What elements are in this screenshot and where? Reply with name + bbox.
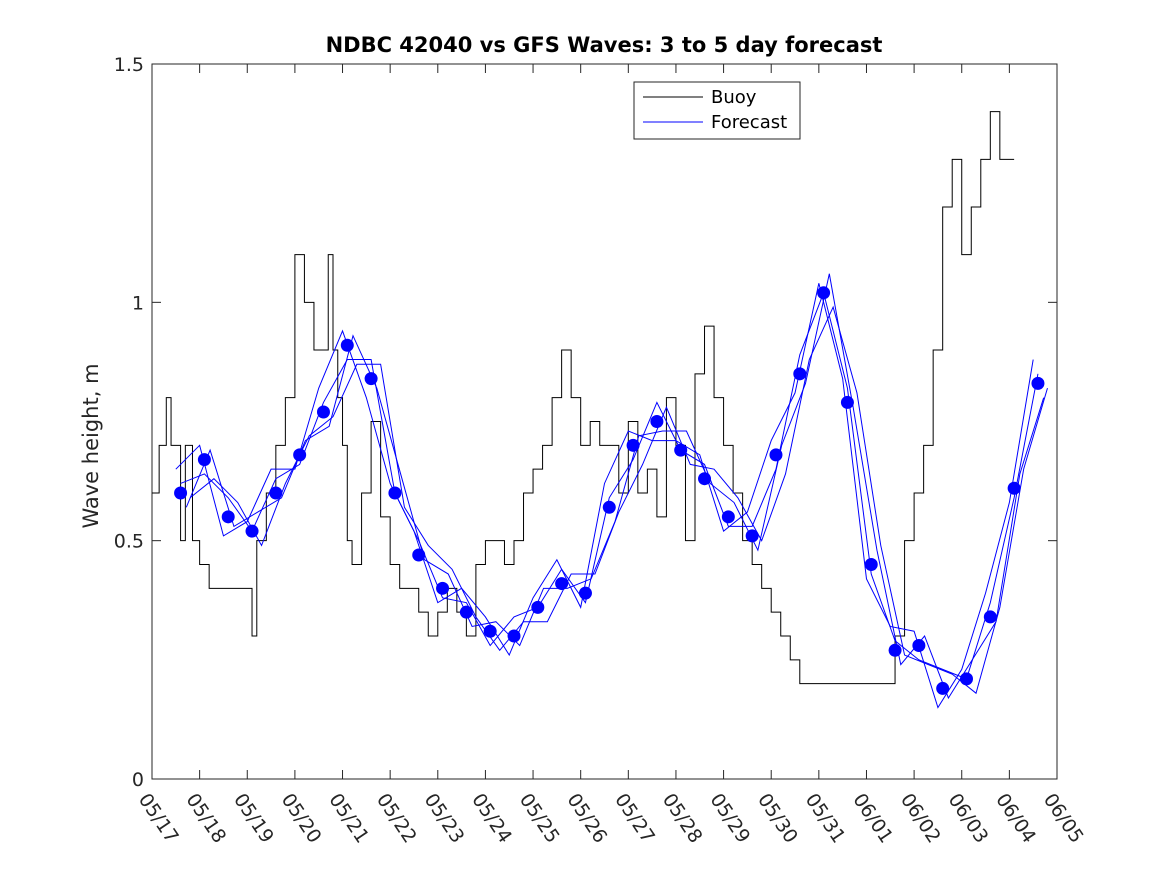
axes-frame bbox=[151, 63, 1058, 780]
x-tick-label: 05/23 bbox=[420, 789, 469, 847]
x-tick-label: 05/30 bbox=[753, 789, 802, 847]
forecast-point bbox=[269, 486, 283, 500]
forecast-point bbox=[436, 581, 450, 595]
forecast-point bbox=[388, 486, 402, 500]
forecast-point bbox=[769, 448, 783, 462]
chart-title: NDBC 42040 vs GFS Waves: 3 to 5 day fore… bbox=[326, 33, 883, 57]
legend-label-forecast: Forecast bbox=[711, 112, 787, 133]
forecast-point bbox=[698, 472, 712, 486]
x-tick-label: 06/04 bbox=[991, 789, 1040, 847]
forecast-point bbox=[936, 681, 950, 695]
y-tick-label: 0 bbox=[132, 769, 144, 791]
x-tick-label: 06/02 bbox=[896, 789, 945, 847]
forecast-point bbox=[817, 286, 831, 300]
x-tick-label: 05/26 bbox=[563, 789, 612, 847]
forecast-series-line bbox=[175, 283, 1034, 709]
forecast-point bbox=[840, 395, 854, 409]
forecast-point bbox=[531, 600, 545, 614]
forecast-point bbox=[864, 558, 878, 571]
forecast-point bbox=[340, 338, 354, 352]
legend-box bbox=[633, 81, 801, 140]
forecast-point bbox=[459, 605, 473, 619]
x-tick-label: 05/29 bbox=[705, 789, 754, 847]
forecast-series-line bbox=[180, 291, 1039, 680]
y-tick-label: 0.5 bbox=[114, 531, 144, 553]
x-tick-label: 05/21 bbox=[324, 789, 373, 847]
forecast-point bbox=[674, 443, 688, 457]
forecast-point bbox=[578, 586, 592, 600]
forecast-point bbox=[650, 415, 664, 428]
x-tick-label: 05/20 bbox=[277, 789, 326, 847]
forecast-point bbox=[1031, 376, 1045, 390]
forecast-point bbox=[912, 639, 926, 653]
forecast-point bbox=[364, 372, 378, 386]
x-tick-label: 06/01 bbox=[848, 789, 897, 847]
x-tick-label: 06/05 bbox=[1039, 789, 1088, 847]
x-tick-label: 05/17 bbox=[134, 789, 183, 847]
forecast-point bbox=[412, 548, 426, 562]
forecast-point bbox=[174, 486, 188, 500]
forecast-point bbox=[507, 629, 521, 643]
forecast-point bbox=[483, 624, 497, 638]
forecast-point bbox=[983, 610, 997, 624]
forecast-point bbox=[197, 453, 211, 467]
forecast-series-line bbox=[189, 305, 1048, 695]
forecast-point bbox=[602, 500, 616, 514]
x-tick-label: 06/03 bbox=[944, 789, 993, 847]
forecast-point bbox=[888, 643, 902, 657]
forecast-point bbox=[316, 405, 330, 419]
legend-label-buoy: Buoy bbox=[711, 87, 757, 108]
forecast-point bbox=[960, 672, 973, 686]
plot-area: 00.511.505/1705/1805/1905/2005/2105/2205… bbox=[114, 54, 1088, 847]
x-tick-label: 05/18 bbox=[181, 789, 230, 847]
y-tick-label: 1.5 bbox=[114, 54, 144, 76]
y-tick-label: 1 bbox=[132, 292, 144, 314]
x-tick-label: 05/27 bbox=[610, 789, 659, 847]
x-tick-label: 05/31 bbox=[801, 789, 850, 847]
forecast-point bbox=[293, 448, 307, 462]
buoy-series-line bbox=[152, 111, 1015, 685]
forecast-point bbox=[721, 510, 735, 524]
forecast-point bbox=[745, 529, 759, 543]
x-tick-label: 05/22 bbox=[372, 789, 421, 847]
forecast-point bbox=[626, 438, 640, 452]
x-tick-label: 05/19 bbox=[229, 789, 278, 847]
y-axis-label: Wave height, m bbox=[79, 363, 103, 528]
forecast-point bbox=[245, 524, 259, 538]
forecast-point bbox=[793, 367, 807, 381]
forecast-point bbox=[555, 577, 569, 591]
x-tick-label: 05/24 bbox=[467, 789, 516, 847]
forecast-point bbox=[221, 510, 235, 524]
legend: Buoy Forecast bbox=[633, 81, 801, 140]
x-tick-label: 05/25 bbox=[515, 789, 564, 847]
x-tick-label: 05/28 bbox=[658, 789, 707, 847]
forecast-point bbox=[1007, 481, 1021, 495]
